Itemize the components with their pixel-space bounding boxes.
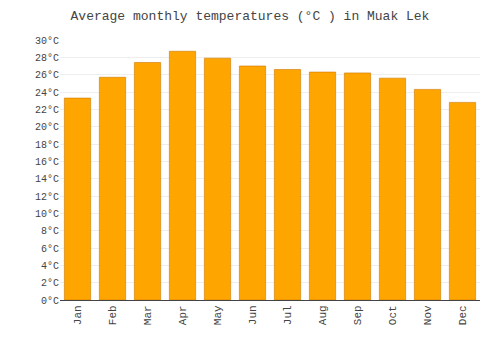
- svg-text:0°C: 0°C: [41, 296, 59, 307]
- svg-text:20°C: 20°C: [35, 122, 59, 133]
- svg-text:Dec: Dec: [457, 305, 469, 325]
- svg-text:4°C: 4°C: [41, 261, 59, 272]
- svg-text:Average monthly temperatures (: Average monthly temperatures (°C ) in Mu…: [71, 9, 430, 24]
- svg-text:6°C: 6°C: [41, 244, 59, 255]
- svg-text:28°C: 28°C: [35, 53, 59, 64]
- svg-text:26°C: 26°C: [35, 70, 59, 81]
- svg-text:10°C: 10°C: [35, 209, 59, 220]
- svg-text:18°C: 18°C: [35, 140, 59, 151]
- svg-text:22°C: 22°C: [35, 105, 59, 116]
- svg-text:Apr: Apr: [177, 305, 189, 325]
- svg-text:May: May: [212, 305, 224, 325]
- svg-text:8°C: 8°C: [41, 226, 59, 237]
- svg-text:30°C: 30°C: [35, 36, 59, 47]
- svg-text:Feb: Feb: [107, 305, 119, 325]
- svg-text:Jul: Jul: [282, 305, 294, 325]
- svg-text:Aug: Aug: [317, 305, 329, 325]
- svg-text:Mar: Mar: [142, 305, 154, 325]
- svg-text:16°C: 16°C: [35, 157, 59, 168]
- svg-text:Nov: Nov: [422, 305, 434, 325]
- svg-text:14°C: 14°C: [35, 174, 59, 185]
- svg-text:Jan: Jan: [72, 305, 84, 325]
- svg-text:Sep: Sep: [352, 305, 364, 325]
- svg-text:24°C: 24°C: [35, 88, 59, 99]
- svg-text:Oct: Oct: [387, 305, 399, 325]
- svg-text:2°C: 2°C: [41, 278, 59, 289]
- svg-text:12°C: 12°C: [35, 192, 59, 203]
- svg-text:Jun: Jun: [247, 305, 259, 325]
